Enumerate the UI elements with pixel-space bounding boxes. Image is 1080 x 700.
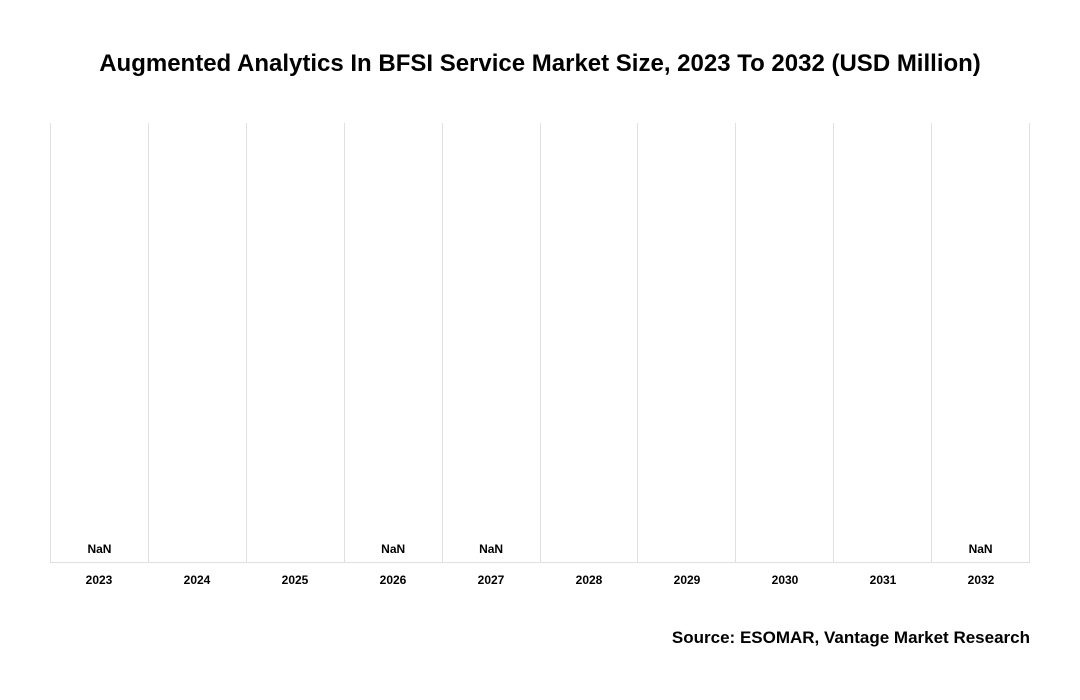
x-tick-label: 2026 <box>344 573 442 587</box>
x-tick-label: 2028 <box>540 573 638 587</box>
chart-column <box>735 123 833 562</box>
x-tick-label: 2027 <box>442 573 540 587</box>
chart-column <box>148 123 246 562</box>
chart-container: Augmented Analytics In BFSI Service Mark… <box>0 0 1080 700</box>
x-tick-label: 2023 <box>50 573 148 587</box>
chart-column <box>540 123 638 562</box>
chart-column <box>246 123 344 562</box>
value-label: NaN <box>443 542 540 556</box>
source-attribution: Source: ESOMAR, Vantage Market Research <box>672 628 1030 648</box>
chart-column: NaN <box>50 123 148 562</box>
x-tick-label: 2029 <box>638 573 736 587</box>
value-label: NaN <box>932 542 1029 556</box>
chart-column <box>833 123 931 562</box>
value-label: NaN <box>51 542 148 556</box>
x-axis: 2023 2024 2025 2026 2027 2028 2029 2030 … <box>50 573 1030 587</box>
chart-column: NaN <box>344 123 442 562</box>
x-tick-label: 2030 <box>736 573 834 587</box>
chart-column: NaN <box>931 123 1030 562</box>
x-tick-label: 2024 <box>148 573 246 587</box>
value-label: NaN <box>345 542 442 556</box>
chart-title: Augmented Analytics In BFSI Service Mark… <box>50 50 1030 78</box>
chart-column <box>637 123 735 562</box>
chart-column: NaN <box>442 123 540 562</box>
x-tick-label: 2032 <box>932 573 1030 587</box>
x-tick-label: 2025 <box>246 573 344 587</box>
plot-area: NaN NaN NaN NaN <box>50 123 1030 563</box>
x-tick-label: 2031 <box>834 573 932 587</box>
